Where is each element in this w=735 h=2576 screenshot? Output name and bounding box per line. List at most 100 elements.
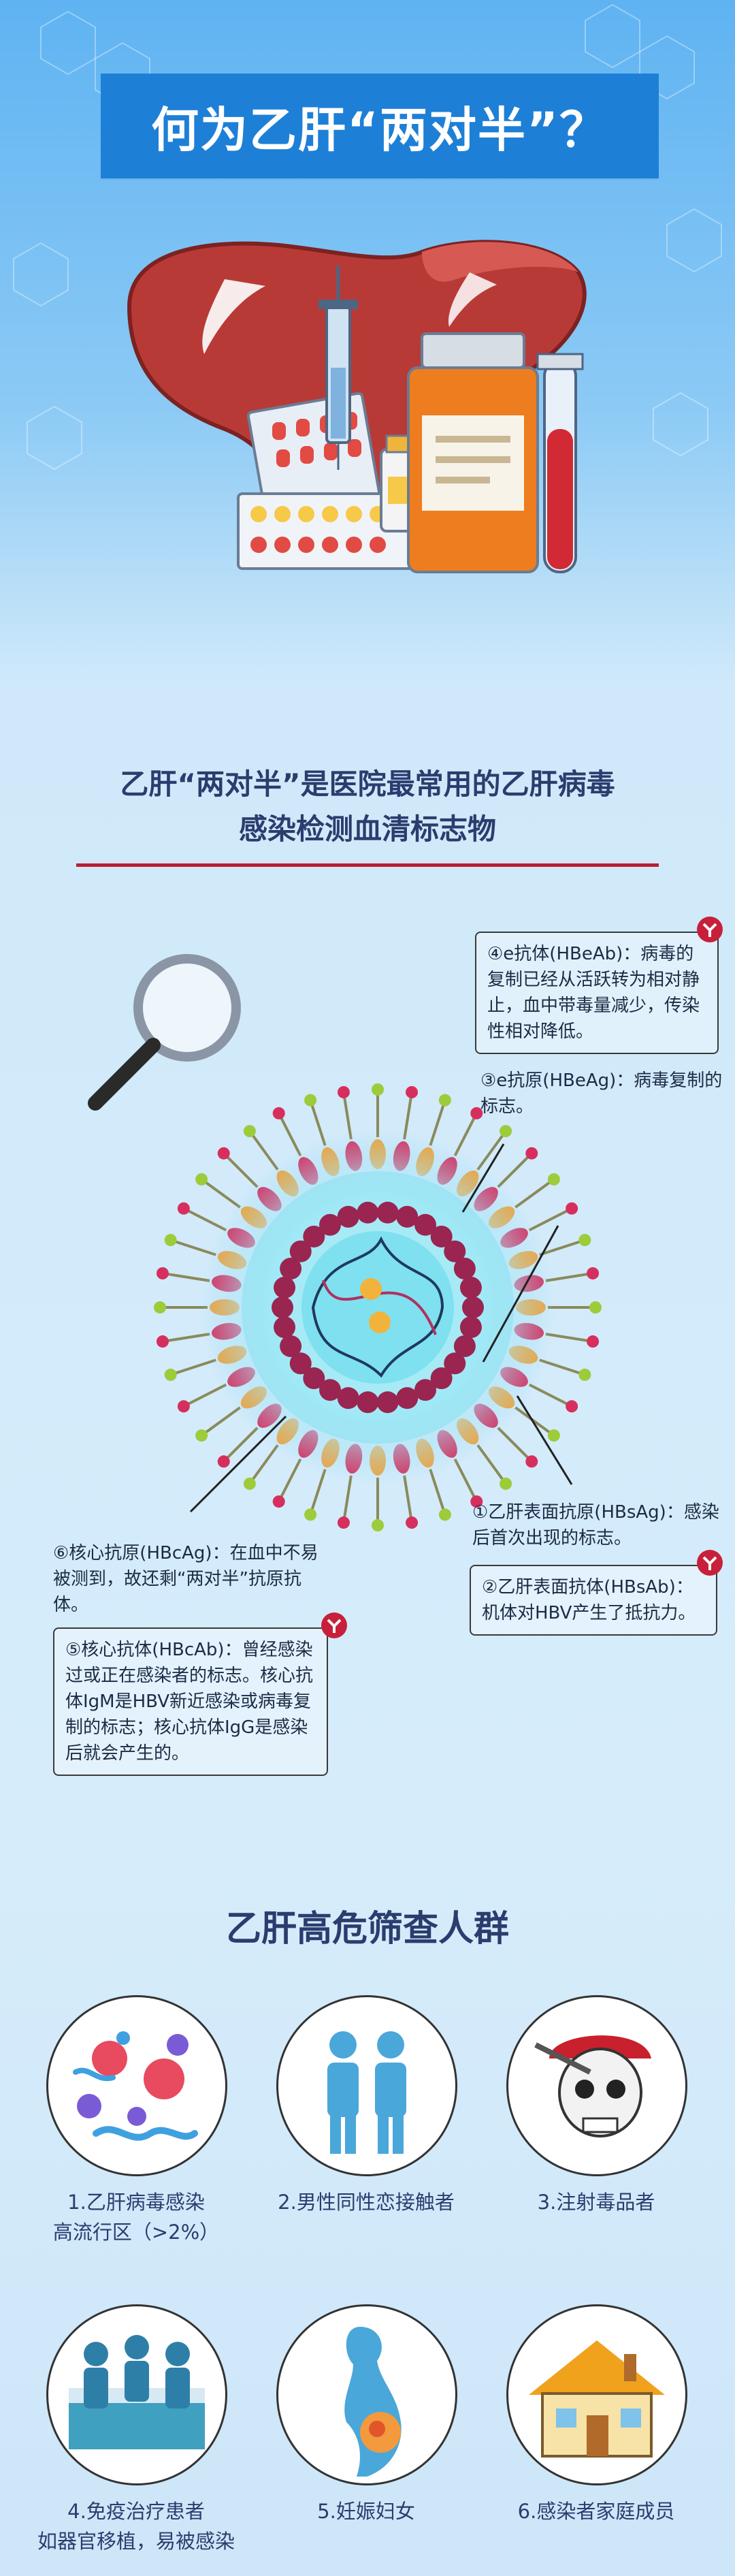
house-icon — [529, 2340, 665, 2458]
spike-stalk — [453, 1112, 478, 1157]
capsid-bead — [337, 1205, 359, 1228]
group-label-5: 5.妊娠妇女 — [317, 2500, 415, 2523]
spike-tip — [243, 1477, 256, 1490]
spike-stalk — [429, 1100, 446, 1146]
capsid-bead — [303, 1225, 325, 1247]
spike-tip — [272, 1107, 285, 1119]
spike-tip — [438, 1508, 451, 1521]
capsid-bead — [272, 1297, 293, 1318]
spike-tip — [500, 1477, 512, 1490]
hexagon-background — [13, 3, 722, 471]
spike-tip — [525, 1455, 538, 1468]
group-label-3: 3.注射毒品者 — [537, 2191, 655, 2214]
spike-stalk — [342, 1475, 353, 1523]
antibody-badge-icon — [697, 1550, 723, 1576]
subtitle-line-1: 乙肝“两对半”是医院最常用的乙肝病毒 — [120, 767, 615, 801]
capsid-bead — [396, 1387, 419, 1410]
capsid-beads — [272, 1201, 484, 1414]
capsid-bead — [274, 1276, 296, 1299]
spike-tip — [164, 1368, 177, 1381]
callout-hbsag-text: ①乙肝表面抗原(HBsAg)：感染后首次出现的标志。 — [472, 1502, 719, 1548]
spike-stalk — [539, 1358, 585, 1376]
capsid-bead — [289, 1352, 312, 1375]
spike-stalk — [429, 1469, 446, 1515]
liver-icon — [127, 240, 587, 523]
title-banner: 何为乙肝“两对半”？ — [101, 74, 659, 178]
spike-tip — [195, 1429, 208, 1442]
capsid-bead — [280, 1258, 302, 1280]
spike-stalk — [200, 1178, 241, 1209]
spike-stalk — [539, 1239, 585, 1256]
spike-stalk — [170, 1239, 216, 1256]
capsid-bead — [430, 1367, 453, 1390]
capsid-bead — [319, 1213, 341, 1236]
capsid-bead — [357, 1201, 379, 1224]
spike-stalk — [514, 1178, 555, 1209]
medicine-bottle-icon — [407, 332, 539, 573]
spike-stalk — [403, 1475, 414, 1523]
spike-stalk — [476, 1444, 507, 1485]
spike-tip — [337, 1516, 350, 1529]
antibody-badge-icon — [697, 917, 723, 942]
capsid-bead — [357, 1391, 379, 1414]
spike-tip — [372, 1519, 384, 1531]
capsid-bead — [396, 1205, 419, 1228]
spike-tip — [304, 1508, 317, 1521]
spike-stalk — [342, 1092, 353, 1140]
group-icon-circle — [276, 2304, 457, 2485]
capsid-bead — [453, 1258, 476, 1280]
callout-hbsab-text: ②乙肝表面抗体(HBsAb)：机体对HBV产生了抵抗力。 — [482, 1577, 696, 1623]
antibody-badge-icon — [321, 1612, 347, 1638]
spike-stalk — [182, 1383, 227, 1408]
group-icon-circle — [506, 2304, 687, 2485]
hbv-virus-diagram — [88, 954, 602, 1531]
capsid-bead — [376, 1391, 399, 1414]
spike-tip — [217, 1147, 230, 1160]
skull-icon — [534, 2035, 651, 2137]
capsid-bead — [453, 1335, 476, 1357]
capsid-bead — [459, 1276, 482, 1299]
spike-stalk — [248, 1444, 279, 1485]
spike-stalk — [200, 1406, 241, 1437]
spike-stalk — [545, 1271, 593, 1282]
capsid-bead — [274, 1316, 296, 1339]
subtitle-underline — [76, 863, 659, 867]
callout-hbcab: ⑤核心抗体(HBcAb)：曾经感染过或正在感染者的标志。核心抗体IgM是HBV新… — [53, 1627, 328, 1776]
callout-hbcag: ⑥核心抗原(HBcAg)：在血中不易被测到，故还剩“两对半”抗原抗体。 — [53, 1540, 332, 1618]
spike-stalk — [497, 1427, 533, 1463]
spike-tip — [243, 1125, 256, 1138]
group-icon-circle — [276, 1995, 457, 2176]
virus-cluster-icon — [73, 2031, 198, 2141]
capsid-bead — [444, 1240, 466, 1262]
spike-tip — [154, 1301, 166, 1314]
callout-hbeab-text: ④e抗体(HBeAb)：病毒的复制已经从活跃转为相对静止，血中带毒量减少，传染性… — [487, 944, 700, 1042]
capsid-bead — [280, 1335, 302, 1357]
group-icon-circle — [506, 1995, 687, 2176]
spike-tip — [547, 1173, 560, 1186]
spike-tip — [337, 1085, 350, 1098]
spike-stalk — [162, 1333, 210, 1343]
spike-tip — [566, 1400, 578, 1413]
group-label-2: 2.男性同性恋接触者 — [278, 2191, 455, 2214]
surgery-icon — [69, 2335, 205, 2449]
spike-stalk — [403, 1092, 414, 1140]
spike-tip — [156, 1335, 169, 1348]
spike-tip — [438, 1094, 451, 1107]
spike-stalk — [514, 1406, 555, 1437]
spike-stalk — [248, 1130, 279, 1171]
spike-tip — [500, 1125, 512, 1138]
capsid-bead — [376, 1201, 399, 1224]
spike-stalk — [309, 1100, 327, 1146]
spike-tip — [470, 1495, 483, 1508]
spike-stalk — [182, 1207, 227, 1232]
syringe-icon — [318, 266, 358, 470]
callout-hbeag-text: ③e抗原(HBeAg)：病毒复制的标志。 — [480, 1070, 723, 1117]
magnifier-icon — [88, 954, 241, 1111]
spike-stalk — [476, 1130, 507, 1171]
spike-tip — [547, 1429, 560, 1442]
spike-tip — [272, 1495, 285, 1508]
spike-tip — [177, 1400, 190, 1413]
section-title-high-risk: 乙肝高危筛查人群 — [225, 1909, 509, 1950]
group-label-6: 6.感染者家庭成员 — [517, 2500, 675, 2523]
